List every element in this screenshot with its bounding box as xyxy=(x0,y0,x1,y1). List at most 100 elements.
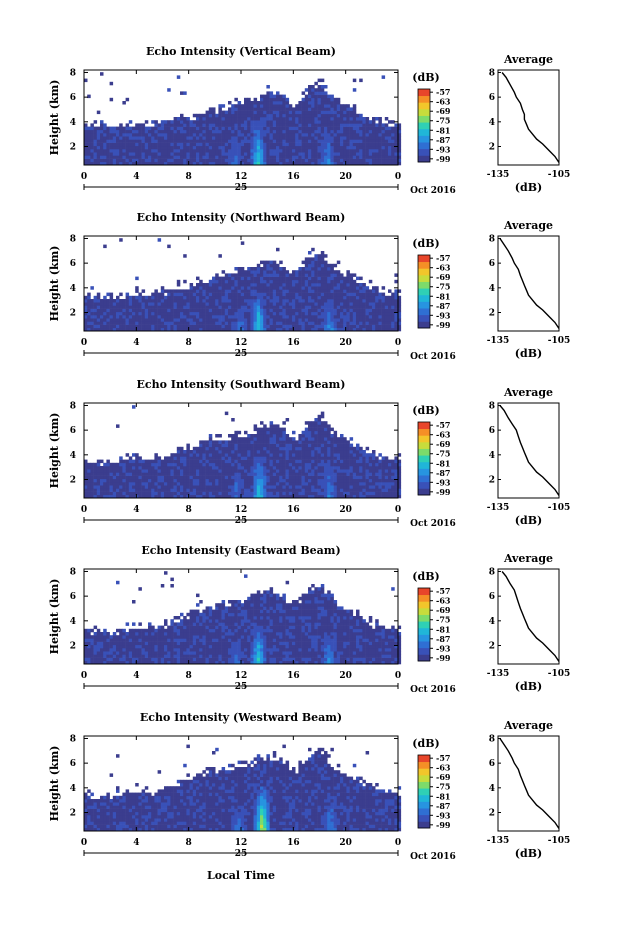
heatmap-cell xyxy=(135,318,139,322)
heatmap-cell xyxy=(314,434,318,438)
heatmap-cell xyxy=(84,299,88,303)
heatmap-cell xyxy=(343,283,347,287)
heatmap-cell xyxy=(343,482,347,486)
heatmap-cell xyxy=(151,485,155,489)
heatmap-cell xyxy=(234,488,238,492)
heatmap-cell xyxy=(308,267,312,271)
heatmap-cell xyxy=(301,485,306,489)
heatmap-cell xyxy=(269,101,274,105)
heatmap-cell xyxy=(132,126,136,131)
heatmap-cell xyxy=(260,324,264,329)
heatmap-cell xyxy=(269,450,274,454)
heatmap-cell xyxy=(256,139,261,143)
heatmap-cell xyxy=(151,305,155,309)
heatmap-cell xyxy=(116,155,120,159)
heatmap-cell xyxy=(164,456,168,460)
x-tick-label: 20 xyxy=(339,172,352,182)
heatmap-cell xyxy=(144,126,149,131)
heatmap-cell xyxy=(311,459,315,464)
heatmap-cell xyxy=(103,123,107,127)
heatmap-cell xyxy=(202,450,206,454)
heatmap-cell xyxy=(285,459,290,464)
heatmap-cell xyxy=(218,311,222,316)
heatmap-cell xyxy=(125,324,130,329)
heatmap-cell xyxy=(135,276,139,281)
heatmap-cell xyxy=(160,478,165,483)
heatmap-cell xyxy=(186,120,190,124)
heatmap-cell xyxy=(372,129,376,134)
heatmap-cell xyxy=(247,104,251,108)
heatmap-cell xyxy=(87,139,91,143)
heatmap-cell xyxy=(308,273,312,277)
heatmap-cell xyxy=(125,152,130,156)
x-tick-label: 0 xyxy=(395,172,401,182)
heatmap-cell xyxy=(151,491,155,496)
heatmap-cell xyxy=(224,129,229,134)
heatmap-cell xyxy=(231,472,235,476)
heatmap-cell xyxy=(272,94,277,99)
heatmap-cell xyxy=(308,260,312,265)
heatmap-cell xyxy=(256,308,261,313)
heatmap-cell xyxy=(228,139,232,143)
heatmap-cell xyxy=(240,113,245,118)
heatmap-cell xyxy=(330,443,334,448)
heatmap-cell xyxy=(135,145,139,150)
heatmap-cell xyxy=(186,311,190,316)
heatmap-cell xyxy=(186,327,190,332)
heatmap-cell xyxy=(208,110,213,115)
heatmap-cell xyxy=(218,488,222,492)
heatmap-cell xyxy=(125,475,130,480)
heatmap-cells xyxy=(84,238,402,332)
heatmap-cell xyxy=(285,276,290,281)
heatmap-cell xyxy=(324,453,328,457)
heatmap-cell xyxy=(215,469,219,473)
heatmap-cell xyxy=(372,123,376,127)
heatmap-cell xyxy=(375,321,379,325)
heatmap-cell xyxy=(343,440,347,444)
heatmap-cell xyxy=(212,145,216,150)
heatmap-cell xyxy=(192,152,197,156)
heatmap-cell xyxy=(365,305,370,309)
heatmap-cell xyxy=(167,485,171,489)
heatmap-cell xyxy=(215,286,219,290)
heatmap-cell xyxy=(324,289,328,293)
heatmap-cell xyxy=(154,318,158,322)
heatmap-cell xyxy=(285,308,290,313)
heatmap-cell xyxy=(356,149,360,153)
y-tick-label: 8 xyxy=(70,68,76,78)
heatmap-cell xyxy=(196,136,200,140)
heatmap-cell xyxy=(276,478,280,483)
heatmap-cell xyxy=(311,488,315,492)
heatmap-cell xyxy=(250,161,254,166)
heatmap-cell xyxy=(231,123,235,127)
heatmap-cell xyxy=(279,117,283,121)
heatmap-cell xyxy=(282,469,286,473)
heatmap-cell xyxy=(237,161,242,166)
heatmap-cell xyxy=(346,491,350,496)
heatmap-cell xyxy=(272,260,277,265)
heatmap-cell xyxy=(196,139,200,143)
heatmap-cell xyxy=(327,424,331,428)
heatmap-cell xyxy=(228,466,232,470)
heatmap-cell xyxy=(378,308,382,313)
heatmap-cell xyxy=(103,152,107,156)
heatmap-cell xyxy=(327,459,331,464)
heatmap-cell xyxy=(247,302,251,306)
heatmap-cell xyxy=(87,295,91,300)
heatmap-cell xyxy=(218,145,222,150)
heatmap-cell xyxy=(170,123,174,127)
heatmap-cell xyxy=(301,462,306,467)
heatmap-cell xyxy=(237,482,242,486)
heatmap-cell xyxy=(90,142,94,147)
heatmap-cell xyxy=(141,472,146,476)
heatmap-cell xyxy=(317,107,322,111)
heatmap-cell xyxy=(388,324,392,329)
heatmap-cell xyxy=(148,466,152,470)
heatmap-cell xyxy=(276,311,280,316)
heatmap-cell xyxy=(141,142,146,147)
heatmap-cell xyxy=(154,485,158,489)
colorbar-tick-label: -93 xyxy=(436,310,451,320)
heatmap-cell xyxy=(164,123,168,127)
heatmap-cell xyxy=(330,161,334,166)
heatmap-cell xyxy=(218,453,222,457)
